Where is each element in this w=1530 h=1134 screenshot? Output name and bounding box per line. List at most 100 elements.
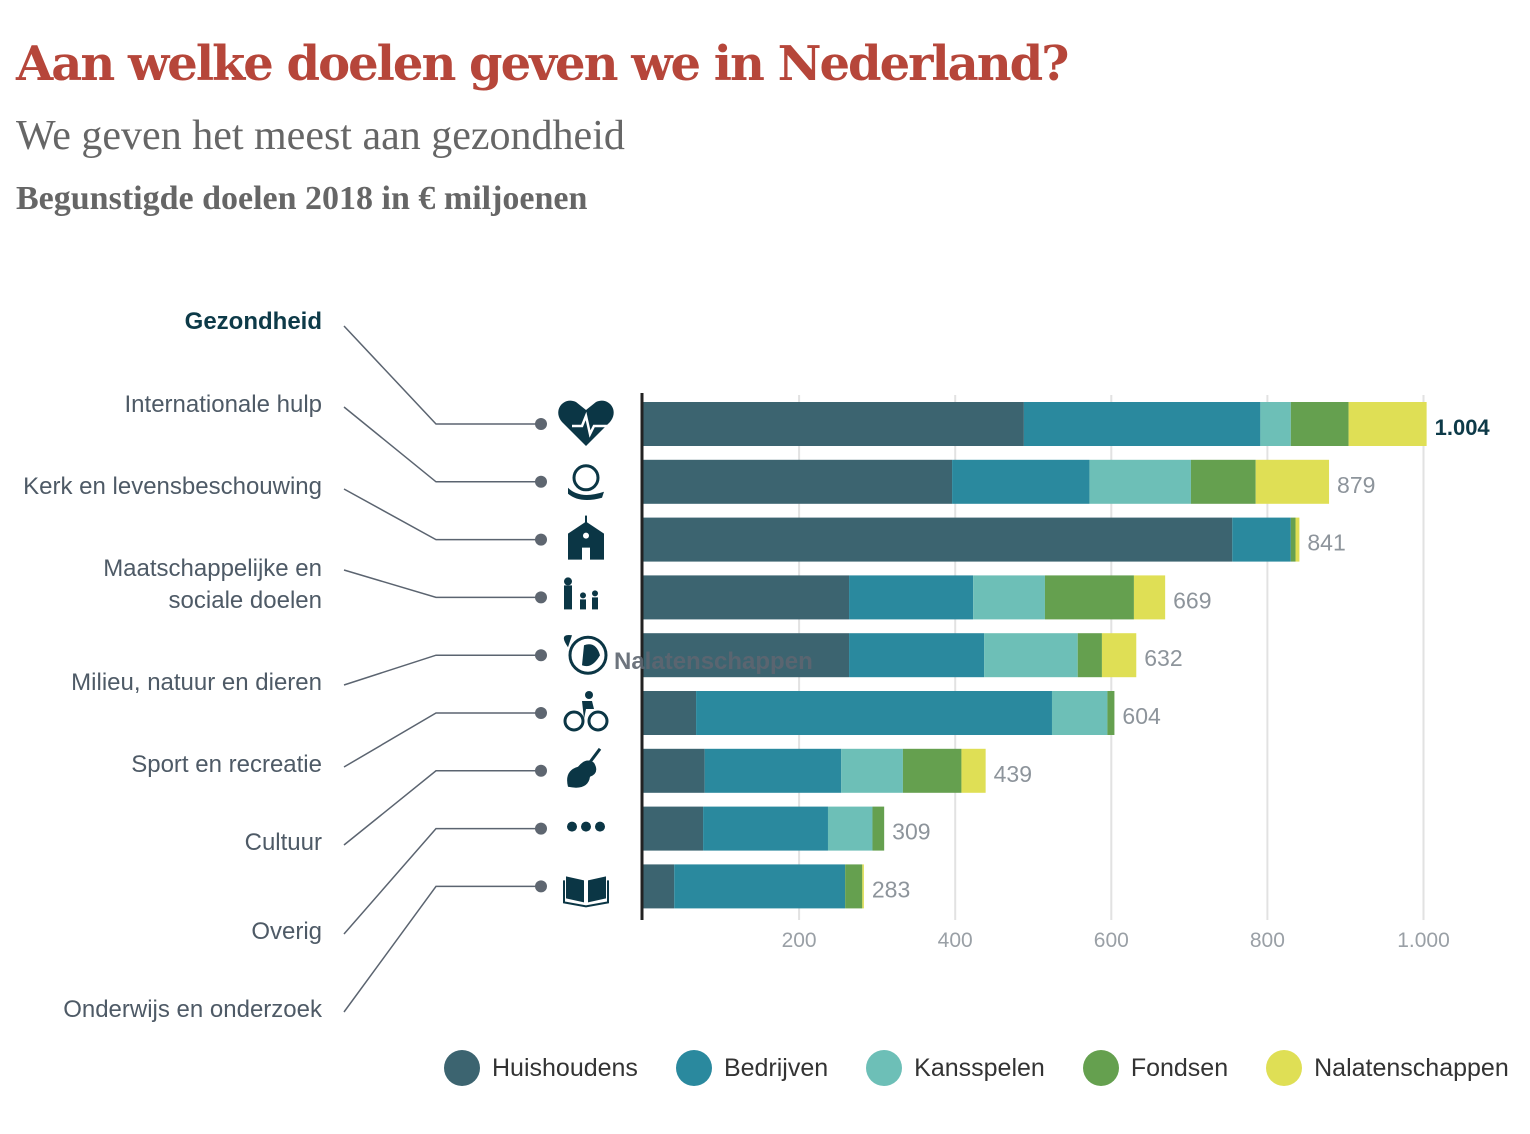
leader-line [343, 827, 541, 935]
bar-segment-kansspelen [841, 748, 903, 793]
category-label-line: Onderwijs en onderzoek [63, 996, 322, 1023]
bar-segment-nalatenschappen [1133, 575, 1166, 620]
bar-segment-fondsen [902, 748, 962, 793]
bar-segment-huishoudens [643, 633, 850, 678]
bar-segment-bedrijven [704, 748, 842, 793]
category-label: Kerk en levensbeschouwing [23, 471, 322, 503]
legend: Huishoudens Bedrijven Kansspelen Fondsen Nal… [444, 1050, 1530, 1086]
bar-segment-huishoudens [643, 517, 1233, 562]
legend-item[interactable]: Bedrijven [675, 1050, 829, 1086]
category-label: Internationale hulp [125, 389, 322, 421]
legend-item[interactable]: Fondsen [1082, 1050, 1228, 1086]
bar-segment-bedrijven [1023, 402, 1261, 446]
leader-line [343, 569, 541, 599]
bar-segment-bedrijven [696, 691, 1052, 735]
total-label: 632 [1144, 645, 1182, 671]
bar-segment-nalatenschappen [1295, 517, 1300, 562]
leader-dot [535, 822, 547, 835]
leader-dot [535, 764, 547, 777]
leader-line [343, 712, 541, 768]
leader-dot [535, 533, 547, 546]
legend-swatch [675, 1050, 712, 1086]
bar-segment-kansspelen [1051, 691, 1108, 735]
category-label: Sport en recreatie [131, 749, 322, 781]
earth-leaf-icon [563, 634, 608, 675]
bar-segment-fondsen [1107, 691, 1115, 735]
bar-segment-fondsen [1077, 633, 1102, 678]
legend-swatch [444, 1050, 480, 1086]
leader-line [343, 654, 541, 686]
bar-segment-bedrijven [703, 806, 828, 851]
leader-dot [535, 591, 547, 604]
legend-item[interactable]: Kansspelen [866, 1050, 1045, 1086]
total-label: 283 [872, 876, 910, 902]
total-label: 669 [1173, 587, 1211, 613]
legend-label: Nalatenschappen [1314, 1053, 1509, 1082]
open-book-icon [563, 876, 609, 908]
leader-line [343, 488, 541, 541]
bar-segment-huishoudens [643, 806, 704, 851]
bar-segment-huishoudens [643, 575, 850, 620]
violin-icon [567, 747, 602, 788]
more-dots-icon [567, 821, 605, 832]
bar-segment-fondsen [845, 864, 863, 909]
leader-line [343, 406, 541, 483]
x-tick-label: 200 [782, 929, 817, 952]
category-label: Overig [251, 916, 322, 948]
bar-segment-nalatenschappen [1255, 459, 1330, 504]
total-label: 841 [1307, 530, 1345, 556]
category-label-line: Cultuur [244, 829, 322, 856]
bar-segment-kansspelen [973, 575, 1045, 620]
category-label: Maatschappelijke en sociale doelen [103, 553, 322, 617]
bar-segment-fondsen [1044, 575, 1134, 620]
bar-segment-bedrijven [849, 633, 985, 678]
category-label-line: Maatschappelijke en [103, 555, 322, 582]
cyclist-icon [563, 691, 609, 732]
hover-tooltip-label: Nalatenschappen [614, 648, 813, 675]
legend-item[interactable]: Nalatenschappen [1266, 1050, 1509, 1086]
bar-segment-bedrijven [849, 575, 974, 620]
bar-segment-fondsen [872, 806, 885, 851]
category-label: Milieu, natuur en dieren [71, 667, 322, 699]
category-label-line: sociale doelen [168, 587, 322, 614]
category-label-line: Gezondheid [184, 308, 322, 335]
category-label-line: Milieu, natuur en dieren [71, 669, 322, 696]
bar-segment-fondsen [1290, 517, 1296, 562]
category-label: Cultuur [245, 827, 322, 859]
family-icon [564, 577, 598, 610]
x-tick-label: 800 [1250, 929, 1285, 952]
legend-swatch [1082, 1050, 1119, 1086]
leader-line [343, 770, 541, 846]
leader-dot [535, 475, 547, 488]
legend-swatch [866, 1050, 903, 1086]
leader-dot [535, 707, 547, 719]
legend-item[interactable]: Huishoudens [444, 1050, 638, 1086]
category-label: Onderwijs en onderzoek [63, 994, 322, 1026]
bar-segment-huishoudens [643, 748, 705, 793]
heart-pulse-icon [558, 400, 614, 446]
total-label: 439 [994, 761, 1032, 787]
total-label: 879 [1337, 472, 1375, 498]
bar-segment-kansspelen [984, 633, 1078, 678]
bar-segment-huishoudens [643, 864, 675, 909]
leader-line [343, 885, 541, 1013]
category-label-line: Internationale hulp [124, 391, 322, 418]
leader-dot [535, 649, 547, 662]
category-label-line: Sport en recreatie [131, 751, 322, 778]
bar-segment-kansspelen [1260, 402, 1291, 446]
legend-label: Kansspelen [914, 1053, 1045, 1082]
total-label: 1.004 [1435, 415, 1491, 440]
total-label: 309 [892, 819, 930, 845]
bar-segment-nalatenschappen [1348, 402, 1427, 446]
bar-segment-kansspelen [1089, 459, 1191, 504]
x-tick-label: 400 [938, 929, 973, 952]
legend-label: Bedrijven [723, 1053, 829, 1082]
chart-subtitle: We geven het meest aan gezondheid [16, 113, 625, 159]
category-label-line: Overig [251, 918, 322, 945]
leader-dot [535, 880, 547, 893]
bar-segment-fondsen [1290, 402, 1349, 446]
unit-label: Begunstigde doelen 2018 in € miljoenen [16, 180, 588, 217]
bar-segment-bedrijven [674, 864, 846, 909]
leader-line [343, 325, 541, 425]
